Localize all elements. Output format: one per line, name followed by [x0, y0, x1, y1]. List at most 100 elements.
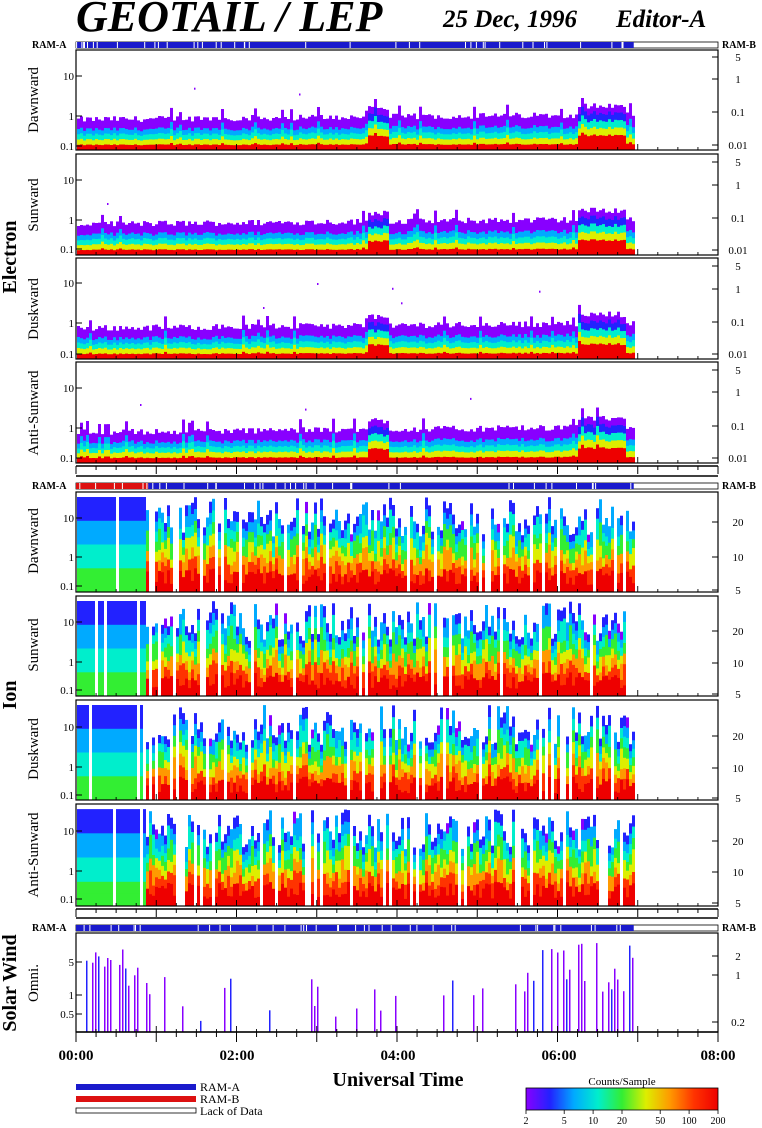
right-tick-label: 5 [735, 52, 741, 64]
group-label-electron: Electron [0, 221, 21, 294]
left-tick-label: 1 [69, 990, 75, 1002]
panel-label-electron-sunward: Sunward [26, 178, 42, 232]
right-tick-label: 20 [733, 731, 745, 743]
panel-frame-electron-sunward: 10 1 0.1 5 1 0.1 0.01 [60, 153, 748, 257]
colorbar-tick-label: 20 [617, 1116, 627, 1127]
right-tick-label: 1 [735, 970, 741, 982]
panel-label-electron-duskward: Duskward [26, 278, 42, 340]
left-tick-label: 10 [63, 722, 75, 734]
ram-status-bar-ion [75, 482, 719, 490]
spectrogram-layer [77, 87, 635, 1032]
spectrogram-electron-duskward [77, 283, 635, 360]
spectrogram-ion-sunward [77, 601, 626, 697]
left-tick-label: 1 [69, 866, 75, 878]
right-tick-label: 2 [735, 951, 741, 963]
x-tick-0200: 02:00 [220, 1048, 255, 1064]
left-tick-label: 10 [63, 71, 75, 83]
right-tick-label: 20 [733, 517, 745, 529]
right-tick-label: 0.01 [728, 245, 747, 257]
right-tick-label: 0.2 [731, 1017, 745, 1029]
right-tick-label: 5 [735, 585, 741, 597]
right-tick-label: 5 [735, 157, 741, 169]
spectrogram-ion-duskward [77, 705, 635, 801]
spectrogram-electron-sunward [77, 203, 635, 256]
ram-status-bar-solar-wind [75, 924, 719, 932]
legend-label-ram-b: RAM-B [200, 1092, 239, 1106]
panel-label-ion-anti-sunward: Anti-Sunward [26, 812, 42, 897]
left-tick-label: 1 [69, 215, 75, 227]
panel-label-solar-wind-omni: Omni. [26, 964, 42, 1002]
colorbar-scale [525, 1087, 719, 1111]
x-tick-0400: 04:00 [381, 1048, 416, 1064]
left-tick-label: 0.1 [60, 685, 74, 697]
colorbar-tick-label: 100 [682, 1116, 697, 1127]
right-tick-label: 20 [733, 626, 745, 638]
panel-label-electron-dawnward: Dawnward [26, 67, 42, 133]
x-axis-title: Universal Time [333, 1069, 464, 1091]
colorbar-title: Counts/Sample [588, 1076, 655, 1088]
ram-b-label-ion: RAM-B [722, 481, 756, 492]
left-tick-label: 0.1 [60, 453, 74, 465]
spectrogram-solar-wind-omni [86, 943, 634, 1032]
left-tick-label: 10 [63, 278, 75, 290]
panel-frame-solar-wind-omni: 5 1 0.5 2 1 0.2 [60, 932, 745, 1033]
left-tick-label: 10 [63, 383, 75, 395]
right-tick-label: 10 [733, 763, 745, 775]
right-tick-label: 0.1 [731, 107, 745, 119]
panel-label-electron-anti-sunward: Anti-Sunward [26, 370, 42, 455]
panel-frame-electron-dawnward: 10 1 0.1 5 1 0.1 0.01 [60, 49, 748, 153]
right-tick-label: 10 [733, 867, 745, 879]
colorbar-tick-label: 200 [711, 1116, 726, 1127]
right-tick-label: 20 [733, 836, 745, 848]
panel-frame-electron-duskward: 10 1 0.1 5 1 0.1 0.01 [60, 257, 748, 361]
x-tick-0000: 00:00 [59, 1048, 94, 1064]
right-tick-label: 5 [735, 261, 741, 273]
left-tick-label: 0.5 [60, 1009, 74, 1021]
colorbar-tick-label: 2 [524, 1116, 529, 1127]
ram-status-bar-electron [75, 41, 719, 49]
right-tick-label: 1 [735, 180, 741, 192]
spectrogram-ion-dawnward [77, 497, 635, 593]
left-tick-label: 10 [63, 617, 75, 629]
left-tick-label: 0.1 [60, 790, 74, 802]
right-tick-label: 0.1 [731, 213, 745, 225]
right-tick-label: 5 [735, 365, 741, 377]
colorbar-tick-label: 50 [655, 1116, 665, 1127]
panel-label-ion-dawnward: Dawnward [26, 508, 42, 574]
ram-a-label-electron: RAM-A [32, 40, 67, 51]
ram-legend: RAM-A RAM-B Lack of Data [75, 1080, 263, 1118]
spectrogram-ion-anti-sunward [77, 809, 635, 907]
ram-b-label-electron: RAM-B [722, 40, 756, 51]
left-tick-label: 0.1 [60, 581, 74, 593]
group-label-solar-wind: Solar Wind [0, 934, 21, 1031]
right-tick-label: 5 [735, 689, 741, 701]
left-tick-label: 10 [63, 826, 75, 838]
right-tick-label: 0.01 [728, 453, 747, 465]
left-tick-label: 1 [69, 762, 75, 774]
legend-swatch-lack-of-data [75, 1107, 197, 1114]
plot-editor: Editor-A [615, 6, 706, 33]
right-tick-label: 0.01 [728, 349, 747, 361]
right-tick-label: 1 [735, 74, 741, 86]
right-tick-label: 10 [733, 552, 745, 564]
left-tick-label: 1 [69, 111, 75, 123]
right-tick-label: 0.01 [728, 140, 747, 152]
colorbar-tick-label: 10 [588, 1116, 598, 1127]
frame-layer: 10 1 0.1 5 1 0.1 0.01 10 1 0.1 5 1 0.1 0.01 10 1 0.1 5 1 0.… [60, 41, 748, 1042]
colorbar-ticks: 2 5 10 20 50 100 200 [524, 1110, 726, 1127]
colorbar: Counts/Sample 2 5 10 20 50 100 200 [524, 1076, 726, 1127]
colorbar-tick-label: 5 [562, 1116, 567, 1127]
right-tick-label: 5 [735, 898, 741, 910]
left-tick-label: 10 [63, 175, 75, 187]
left-tick-label: 1 [69, 318, 75, 330]
left-tick-label: 0.1 [60, 244, 74, 256]
ram-b-label-solar-wind: RAM-B [722, 923, 756, 934]
ram-a-label-solar-wind: RAM-A [32, 923, 67, 934]
left-tick-label: 10 [63, 513, 75, 525]
panel-frame-electron-anti-sunward: 10 1 0.1 5 1 0.1 0.01 [60, 361, 748, 465]
plot-date: 25 Dec, 1996 [442, 6, 577, 33]
panel-frame-ion-anti-sunward: 10 1 0.1 20 10 5 [60, 803, 745, 910]
panel-label-ion-duskward: Duskward [26, 718, 42, 780]
left-tick-label: 1 [69, 423, 75, 435]
